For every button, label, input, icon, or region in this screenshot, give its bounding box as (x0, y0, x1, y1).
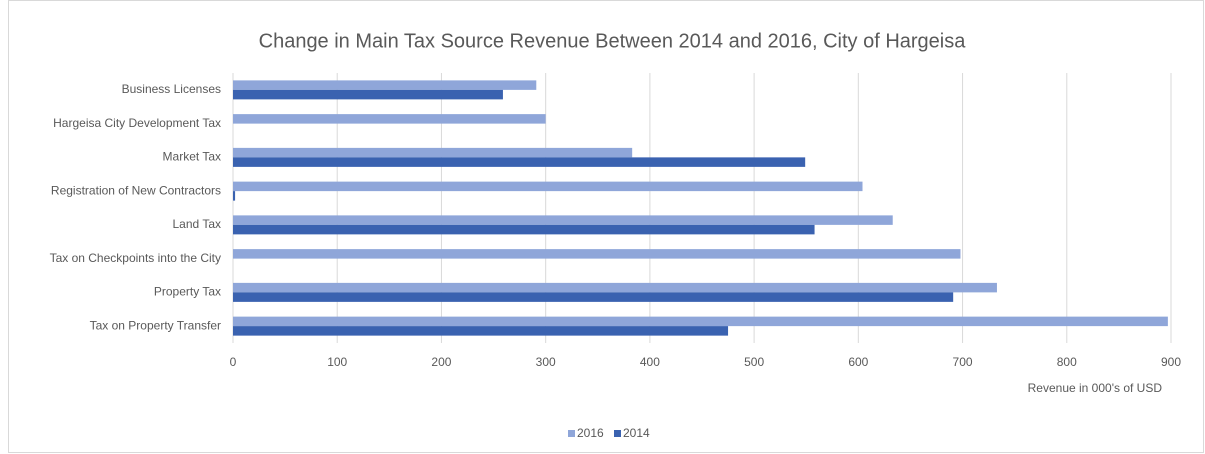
bar (233, 215, 893, 225)
x-tick-label: 0 (230, 355, 237, 369)
y-tick-label: Market Tax (163, 150, 221, 164)
y-tick-label: Hargeisa City Development Tax (53, 116, 221, 130)
x-tick-label: 100 (327, 355, 347, 369)
bar (233, 282, 997, 293)
bar (233, 249, 961, 259)
x-tick-label: 200 (431, 355, 451, 369)
x-axis-title: Revenue in 000's of USD (1028, 381, 1163, 395)
bar (233, 224, 815, 235)
x-tick-label: 500 (744, 355, 764, 369)
bar (233, 157, 806, 167)
bar (233, 326, 729, 336)
bar (233, 114, 546, 124)
bar (233, 292, 954, 302)
x-tick-label: 700 (953, 355, 973, 369)
y-tick-label: Business Licenses (122, 82, 221, 96)
bar (233, 89, 503, 100)
legend-swatch (568, 430, 575, 437)
y-tick-label: Registration of New Contractors (51, 183, 221, 197)
x-tick-label: 800 (1057, 355, 1077, 369)
bar (233, 191, 236, 201)
y-tick-label: Property Tax (154, 285, 221, 299)
chart-title: Change in Main Tax Source Revenue Betwee… (259, 30, 967, 52)
legend-label: 2014 (623, 426, 650, 440)
y-tick-label: Tax on Checkpoints into the City (50, 251, 221, 265)
x-tick-label: 900 (1161, 355, 1181, 369)
bar (233, 147, 633, 158)
bar (233, 80, 537, 90)
bar (233, 181, 863, 192)
y-tick-label: Tax on Property Transfer (90, 318, 221, 332)
legend-label: 2016 (577, 426, 604, 440)
x-tick-label: 300 (536, 355, 556, 369)
bar (233, 316, 1168, 327)
x-tick-label: 600 (848, 355, 868, 369)
legend-swatch (614, 430, 621, 437)
x-tick-label: 400 (640, 355, 660, 369)
y-tick-label: Land Tax (173, 217, 222, 231)
